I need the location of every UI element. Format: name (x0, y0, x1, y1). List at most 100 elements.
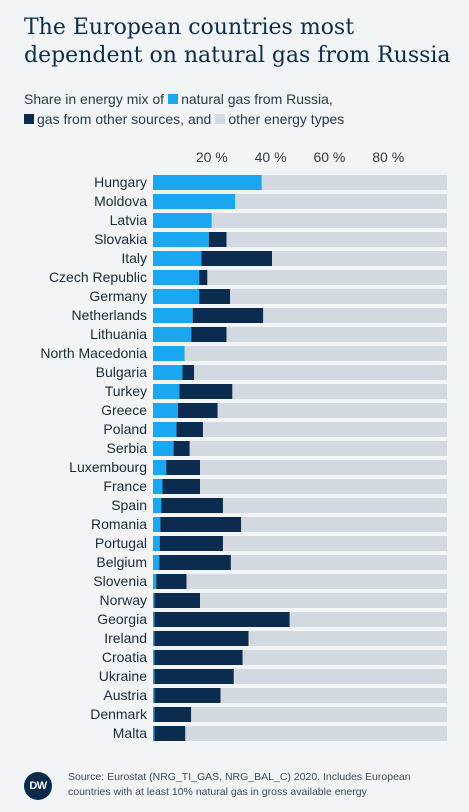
bar-segment-russia (153, 327, 192, 342)
bar-segment-russia (153, 460, 167, 475)
dw-logo: DW (24, 772, 52, 800)
bar-segment-other-energy (226, 232, 447, 247)
subtitle-prefix: Share in energy mix of (24, 91, 165, 107)
bar-segment-other-energy (184, 346, 447, 361)
category-label: Austria (103, 687, 147, 703)
bar-segment-other-energy (235, 194, 447, 209)
bar-segment-other-gas (154, 726, 186, 741)
x-tick-label: 20 % (196, 149, 228, 165)
category-label: Slovenia (93, 573, 147, 589)
bar-segment-other-gas (208, 232, 227, 247)
bar-segment-other-energy (242, 650, 447, 665)
chart-svg: 20 % 40 % 60 % 80 % Hungary Moldova Latvia Slov… (40, 149, 448, 741)
bar-segment-other-energy (222, 536, 447, 551)
bar-segment-other-gas (179, 384, 233, 399)
bar-segment-russia (153, 422, 177, 437)
category-label: Czech Republic (49, 269, 147, 285)
bar-segment-russia (153, 555, 160, 570)
bar-segment-other-energy (232, 384, 447, 399)
category-label: Hungary (94, 174, 147, 190)
bar-segment-other-energy (230, 289, 447, 304)
x-tick-label: 40 % (255, 149, 287, 165)
bar-segment-other-energy (263, 308, 447, 323)
stacked-bar-chart: 20 % 40 % 60 % 80 % Hungary Moldova Latvia Slov… (0, 140, 469, 750)
bar-segment-russia (153, 403, 178, 418)
bar-segment-other-energy (261, 175, 447, 190)
bar-segment-russia (153, 726, 155, 741)
bar-segment-other-gas (159, 536, 223, 551)
chart-title: The European countries most dependent on… (24, 15, 451, 68)
bar-segment-russia (153, 270, 200, 285)
bar-segment-other-gas (154, 669, 234, 684)
category-label: Croatia (102, 649, 147, 665)
category-label: Moldova (94, 193, 147, 209)
bar-segment-other-energy (230, 555, 447, 570)
bar-segment-russia (153, 707, 155, 722)
chart-subtitle-legend: Share in energy mix of natural gas from R… (24, 89, 454, 129)
bar-segment-russia (153, 631, 155, 646)
category-label: Lithuania (90, 326, 147, 342)
category-label: Belgium (96, 554, 147, 570)
bar-segment-russia (153, 669, 155, 684)
legend-label-other-energy: other energy types (228, 111, 345, 127)
bar-segment-other-energy (191, 707, 447, 722)
bar-segment-russia (153, 232, 209, 247)
bar-segment-russia (153, 517, 161, 532)
category-label: Serbia (107, 440, 148, 456)
bar-segment-other-gas (166, 460, 201, 475)
bar-segment-other-energy (207, 270, 447, 285)
bar-segment-russia (153, 251, 202, 266)
category-label: Malta (113, 725, 147, 741)
source-note: Source: Eurostat (NRG_TI_GAS, NRG_BAL_C)… (68, 771, 411, 798)
category-label: Poland (103, 421, 147, 437)
bar-segment-russia (153, 308, 193, 323)
category-label: Spain (111, 497, 147, 513)
bar-segment-russia (153, 612, 155, 627)
category-label: Georgia (97, 611, 147, 627)
bar-segment-other-gas (154, 612, 290, 627)
bar-segment-other-gas (154, 650, 243, 665)
bar-segment-other-energy (200, 460, 447, 475)
category-label: Italy (121, 250, 147, 266)
bar-segment-other-gas (176, 422, 203, 437)
bar-segment-other-energy (226, 327, 447, 342)
bar-segment-other-gas (154, 688, 221, 703)
bar-segment-other-gas (159, 555, 231, 570)
category-label: Norway (100, 592, 147, 608)
bar-segment-other-energy (241, 517, 447, 532)
legend-label-russia: natural gas from Russia, (181, 91, 333, 107)
bar-segment-russia (153, 593, 155, 608)
bar-segment-other-gas (154, 707, 192, 722)
category-label: Ukraine (99, 668, 147, 684)
bar-segment-russia (153, 479, 163, 494)
bar-segment-other-energy (194, 365, 447, 380)
bar-segment-other-gas (182, 365, 195, 380)
bar-segment-other-gas (199, 289, 231, 304)
bar-segment-other-energy (233, 669, 447, 684)
bar-segment-other-gas (173, 441, 190, 456)
bar-segment-other-energy (289, 612, 447, 627)
bar-segment-other-energy (217, 403, 447, 418)
bar-segment-russia (153, 650, 155, 665)
bar-segment-other-energy (222, 498, 447, 513)
bar-segment-other-energy (211, 213, 447, 228)
category-label: Germany (89, 288, 147, 304)
bar-segment-other-gas (199, 270, 208, 285)
bar-segment-other-gas (154, 593, 201, 608)
x-tick-label: 60 % (313, 149, 345, 165)
bar-segment-russia (153, 289, 200, 304)
category-label: Greece (101, 402, 147, 418)
bar-segment-other-gas (162, 479, 201, 494)
category-label: Luxembourg (69, 459, 147, 475)
bar-segment-russia (153, 536, 160, 551)
bar-segment-other-energy (202, 422, 447, 437)
bar-segment-russia (153, 384, 180, 399)
bar-segment-russia (153, 346, 185, 361)
bar-segment-other-gas (156, 574, 187, 589)
category-label: Bulgaria (96, 364, 148, 380)
legend-swatch-russia (168, 94, 179, 104)
category-label: France (103, 478, 147, 494)
bar-segment-russia (153, 213, 212, 228)
bar-segment-russia (153, 498, 162, 513)
bar-segment-russia (153, 574, 157, 589)
